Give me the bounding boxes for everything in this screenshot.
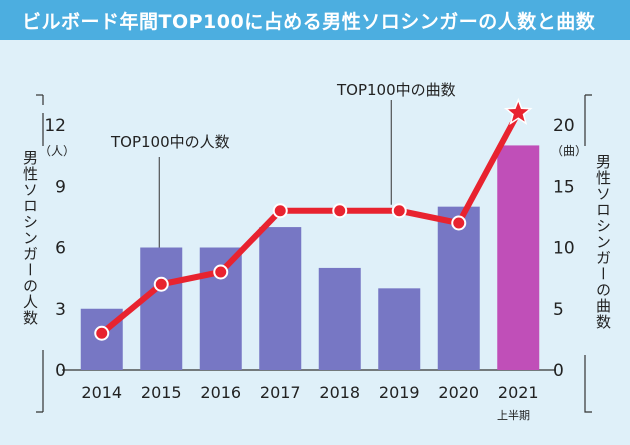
bar xyxy=(437,206,480,370)
line-point xyxy=(153,276,169,292)
bar xyxy=(378,288,421,370)
x-tick-sublabel: 上半期 xyxy=(497,409,530,422)
y-right-tick-label: 0 xyxy=(553,361,564,381)
chart-title: ビルボード年間TOP100に占める男性ソロシンガーの人数と曲数 xyxy=(22,10,596,33)
bar xyxy=(140,247,183,370)
line-point xyxy=(272,203,288,219)
callout-people-label: TOP100中の人数 xyxy=(108,131,233,152)
bar xyxy=(259,227,302,370)
y-right-tick-label: 15 xyxy=(553,177,575,197)
y-axis-right-label: 男性ソロシンガーの曲数 xyxy=(593,150,614,334)
y-left-tick-label: 3 xyxy=(55,300,66,320)
y-right-tick-label: 10 xyxy=(553,239,575,259)
y-left-tick-label: 12 xyxy=(44,116,66,136)
x-tick-label: 2019 xyxy=(379,383,420,402)
y-axis-left-unit: （人） xyxy=(39,144,76,158)
y-axis-right-bracket xyxy=(584,94,592,413)
bar xyxy=(318,267,361,370)
y-axis-right-unit: （曲） xyxy=(551,144,588,158)
x-tick-label: 2016 xyxy=(200,383,241,402)
y-left-tick-label: 6 xyxy=(55,239,66,259)
line-series xyxy=(99,111,521,336)
y-axis-left-bracket xyxy=(36,95,44,413)
line-point-star xyxy=(503,97,533,126)
y-right-tick-label: 5 xyxy=(553,300,564,320)
x-tick-label: 2021 xyxy=(498,383,539,402)
bar xyxy=(497,145,540,370)
line-point xyxy=(213,264,229,280)
line-point xyxy=(391,203,407,219)
line-point xyxy=(94,325,110,341)
y-axis-left-label: 男性ソロシンガーの人数 xyxy=(20,146,41,330)
y-right-tick-label: 20 xyxy=(553,116,575,136)
x-tick-label: 2015 xyxy=(141,383,182,402)
x-tick-label: 2018 xyxy=(319,383,360,402)
line-point xyxy=(332,203,348,219)
y-left-tick-label: 0 xyxy=(55,361,66,381)
title-bar: ビルボード年間TOP100に占める男性ソロシンガーの人数と曲数 xyxy=(0,0,630,40)
x-tick-label: 2014 xyxy=(81,383,122,402)
line-point xyxy=(451,215,467,231)
callout-songs-label: TOP100中の曲数 xyxy=(334,79,459,100)
x-tick-label: 2017 xyxy=(260,383,301,402)
x-tick-label: 2020 xyxy=(438,383,479,402)
y-left-tick-label: 9 xyxy=(55,177,66,197)
